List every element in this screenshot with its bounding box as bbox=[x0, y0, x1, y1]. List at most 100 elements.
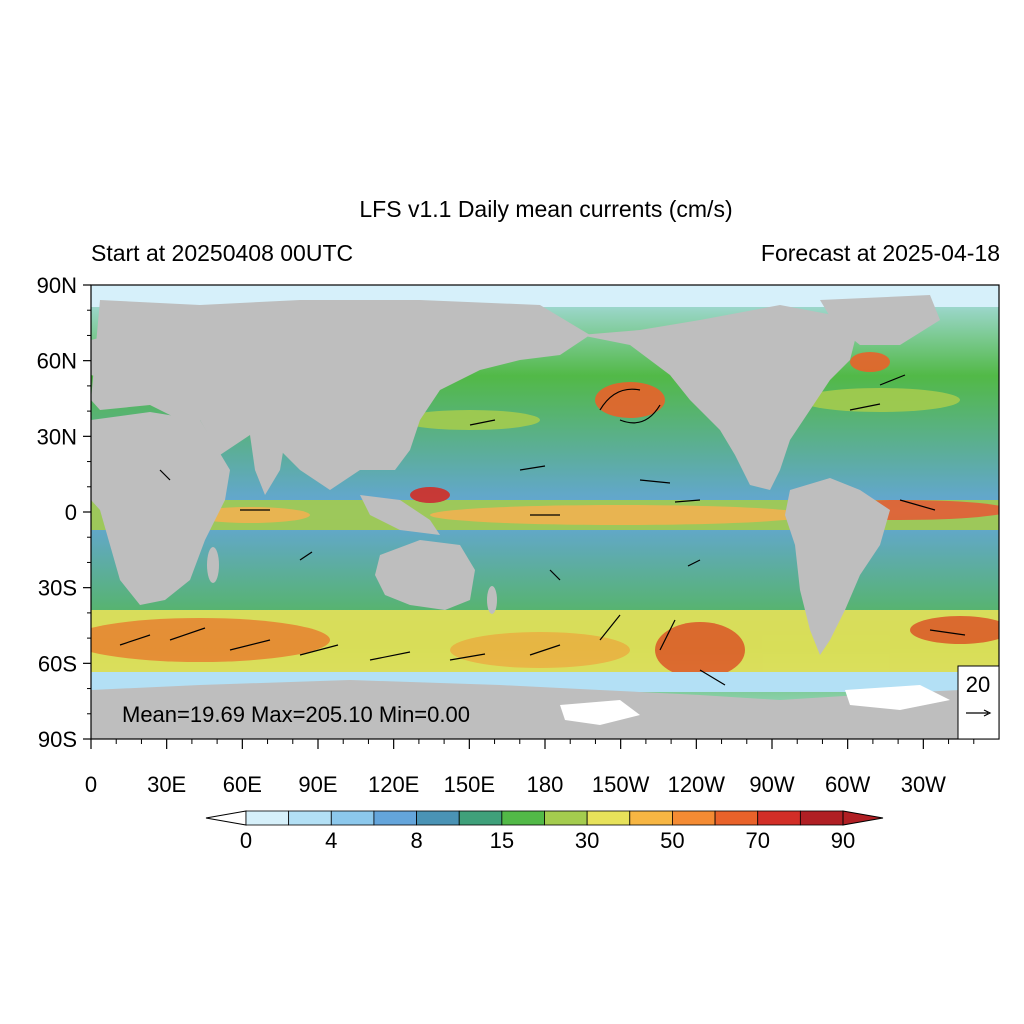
acc-core-pacific bbox=[450, 632, 630, 668]
lon-tick-label: 60W bbox=[825, 772, 870, 797]
current-vector bbox=[879, 374, 906, 386]
lon-tick-label: 30W bbox=[901, 772, 946, 797]
lon-tick-label: 150W bbox=[592, 772, 650, 797]
landmass-europe-west bbox=[91, 330, 150, 390]
current-vector bbox=[639, 479, 671, 484]
lat-tick-label: 90S bbox=[38, 727, 77, 752]
colorbar-label: 30 bbox=[575, 828, 599, 853]
labrador-current-core bbox=[850, 352, 890, 372]
colorbar-box bbox=[373, 810, 417, 826]
current-vector bbox=[549, 569, 561, 581]
colorbar-box bbox=[799, 810, 844, 826]
current-vector bbox=[299, 551, 313, 561]
colorbar-label: 15 bbox=[490, 828, 514, 853]
ross-ice-shelf bbox=[560, 700, 640, 725]
current-vector bbox=[229, 639, 271, 651]
lat-tick-label: 30S bbox=[38, 576, 77, 601]
landmass-new-zealand bbox=[487, 586, 497, 614]
current-vector bbox=[369, 651, 411, 661]
lon-tick-label: 90W bbox=[749, 772, 794, 797]
landmass-greenland bbox=[820, 295, 940, 345]
current-vector bbox=[159, 469, 171, 481]
colorbar-under-arrow bbox=[205, 810, 247, 826]
acc-core-indian bbox=[91, 618, 330, 662]
map-plot-area bbox=[91, 285, 999, 739]
current-vector bbox=[659, 619, 676, 651]
colorbar-label: 90 bbox=[831, 828, 855, 853]
colorbar-label: 8 bbox=[410, 828, 422, 853]
lon-tick-label: 60E bbox=[223, 772, 262, 797]
colorbar: 0 4 8 15 30 50 70 90 bbox=[205, 810, 884, 853]
colorbar-box bbox=[458, 810, 503, 826]
current-vector bbox=[599, 614, 621, 641]
stats-annotation: Mean=19.69 Max=205.10 Min=0.00 bbox=[122, 702, 470, 727]
colorbar-box bbox=[288, 810, 332, 826]
current-vector bbox=[469, 419, 496, 426]
landmass-australia bbox=[375, 540, 475, 610]
reference-vector-label: 20 bbox=[966, 672, 990, 697]
colorbar-box bbox=[757, 810, 801, 826]
forecast-time-label: Forecast at 2025-04-18 bbox=[760, 240, 1000, 266]
current-vector bbox=[169, 627, 206, 641]
kuroshio-extension bbox=[400, 410, 540, 430]
land bbox=[91, 295, 999, 739]
colorbar-box bbox=[586, 810, 631, 826]
colorbar-box bbox=[501, 810, 545, 826]
landmass-south-america bbox=[785, 478, 890, 655]
lat-tick-label: 30N bbox=[37, 424, 77, 449]
colorbar-box bbox=[416, 810, 460, 826]
lon-tick-label: 120W bbox=[668, 772, 726, 797]
current-vector bbox=[529, 644, 561, 656]
ice-shelves bbox=[560, 685, 950, 725]
current-vector bbox=[687, 559, 701, 567]
lat-tick-label: 60S bbox=[38, 651, 77, 676]
lon-tick-label: 90E bbox=[298, 772, 337, 797]
weddell-ice-shelf bbox=[845, 685, 950, 710]
colorbar-label: 70 bbox=[745, 828, 769, 853]
colorbar-label: 50 bbox=[660, 828, 684, 853]
current-vector bbox=[899, 499, 936, 511]
current-vector bbox=[699, 669, 726, 686]
current-vector bbox=[519, 465, 546, 471]
current-vector bbox=[619, 404, 661, 424]
lat-tick-label: 60N bbox=[37, 349, 77, 374]
lon-tick-label: 150E bbox=[444, 772, 495, 797]
gulf-stream bbox=[800, 388, 960, 412]
lat-tick-label: 0 bbox=[65, 500, 77, 525]
landmass-india bbox=[250, 435, 285, 495]
colorbar-label: 0 bbox=[240, 828, 252, 853]
landmass-madagascar bbox=[207, 547, 219, 583]
current-vector bbox=[119, 634, 151, 646]
mindanao-current-core bbox=[410, 487, 450, 503]
current-vector bbox=[299, 644, 339, 656]
lon-tick-label: 120E bbox=[368, 772, 419, 797]
landmass-eurasia bbox=[91, 300, 590, 490]
indian-equatorial-core bbox=[190, 507, 310, 523]
current-vector bbox=[849, 403, 881, 411]
colorbar-over-arrow bbox=[842, 810, 884, 826]
colorbar-box bbox=[714, 810, 759, 826]
lat-tick-label: 90N bbox=[37, 273, 77, 298]
colorbar-box bbox=[330, 810, 375, 826]
alaska-gyre-core bbox=[595, 382, 665, 418]
longitude-axis: 0 30E 60E 90E 120E 150E 180 150W 120W 90W 60W 30W bbox=[85, 739, 975, 797]
colorbar-box bbox=[544, 810, 588, 826]
current-vector bbox=[674, 499, 701, 503]
acc-core-drake bbox=[655, 622, 745, 678]
colorbar-box bbox=[245, 810, 290, 826]
current-vector bbox=[929, 629, 966, 636]
latitude-axis: 90N 60N 30N 0 30S 60S 90S bbox=[37, 273, 91, 752]
colorbar-box bbox=[672, 810, 716, 826]
current-vector bbox=[449, 653, 486, 661]
lon-tick-label: 180 bbox=[527, 772, 564, 797]
equatorial-current-core bbox=[430, 505, 810, 525]
landmass-north-america bbox=[580, 305, 860, 490]
landmass-maritime-se-asia bbox=[360, 495, 440, 535]
acc-core-atlantic bbox=[910, 616, 999, 644]
current-vectors bbox=[119, 374, 966, 686]
current-vector bbox=[599, 388, 641, 411]
landmass-africa bbox=[91, 412, 230, 605]
colorbar-box bbox=[629, 810, 673, 826]
start-time-label: Start at 20250408 00UTC bbox=[91, 240, 354, 266]
